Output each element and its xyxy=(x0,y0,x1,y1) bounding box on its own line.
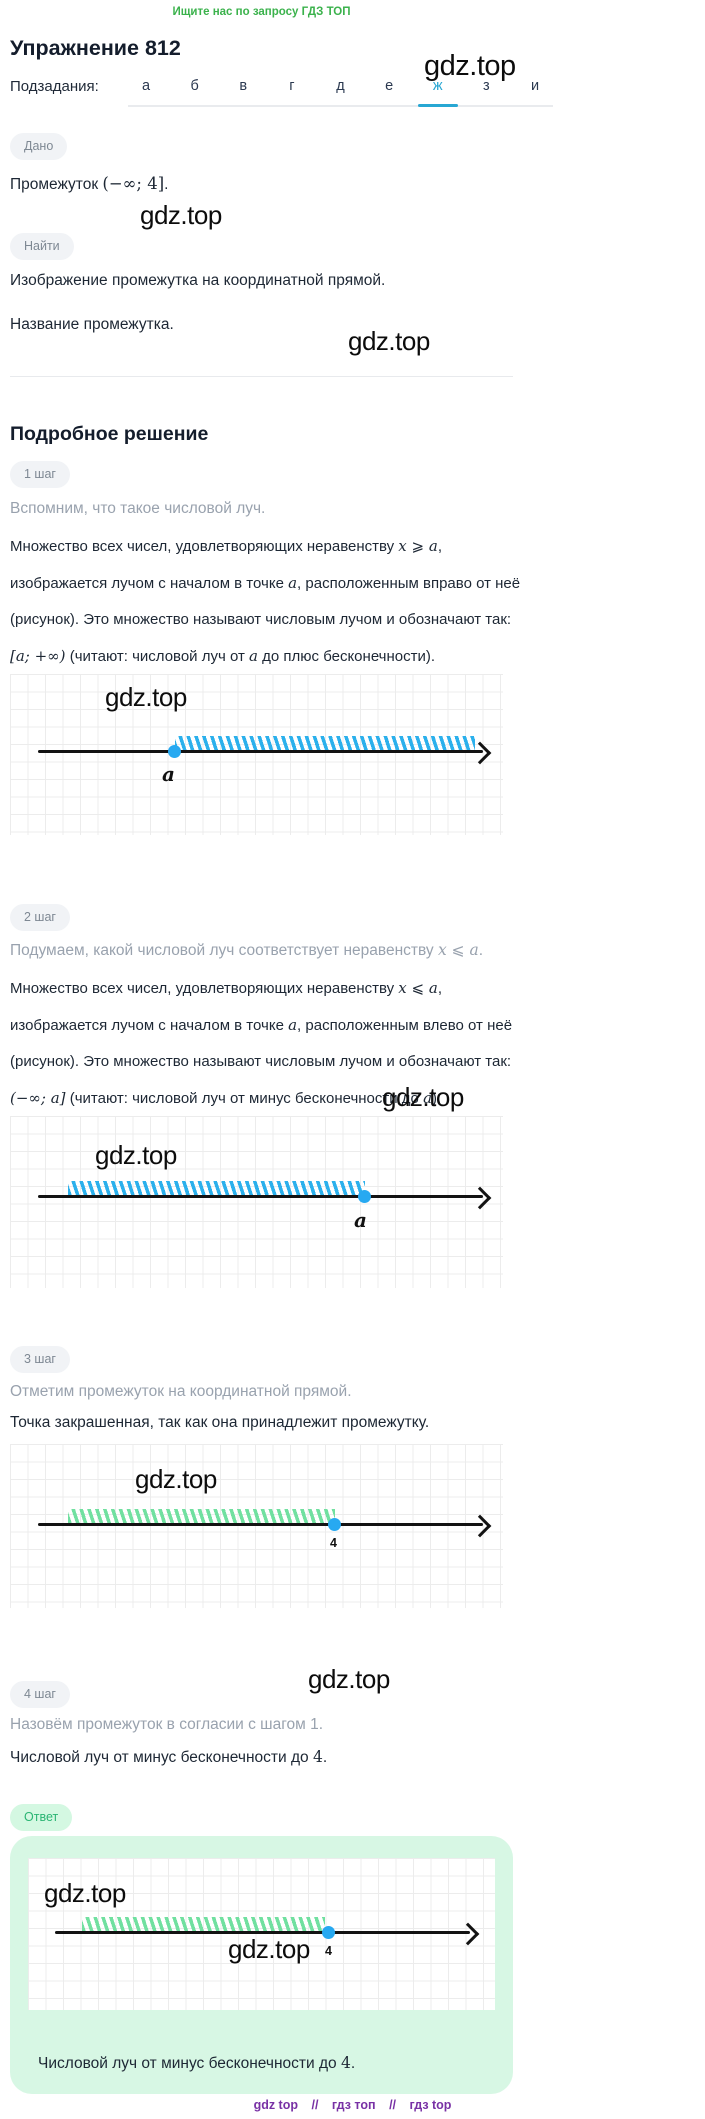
number-line-figure-answer: gdz.top gdz.top 4 xyxy=(28,1858,495,2010)
watermark: gdz.top xyxy=(44,1878,126,1908)
step2-badge: 2 шаг xyxy=(10,904,70,931)
point-dot xyxy=(168,745,181,758)
step4-badge: 4 шаг xyxy=(10,1681,70,1708)
step3-badge: 3 шаг xyxy=(10,1346,70,1373)
find-badge: Найти xyxy=(10,233,74,260)
point-dot xyxy=(358,1190,371,1203)
number-line-figure-step3: gdz.top 4 xyxy=(10,1444,503,1608)
arrow-right-icon xyxy=(456,1922,480,1946)
footer-links: gdz top // гдз топ // гдз top xyxy=(0,2098,705,2112)
step2-hint: Подумаем, какой числовой луч соответству… xyxy=(10,941,484,959)
subtask-tabs-row: Подзадания: а б в г д е ж з и xyxy=(10,78,553,107)
section-divider xyxy=(10,376,513,377)
given-text: Промежуток (−∞; 4]. xyxy=(10,174,169,193)
watermark: gdz.top xyxy=(140,200,222,230)
page-title: Упражнение 812 xyxy=(10,36,181,61)
subtask-tab-zh-active[interactable]: ж xyxy=(417,78,458,107)
ray-hatching-right xyxy=(175,736,475,750)
answer-box: gdz.top gdz.top 4 Числовой луч от минус … xyxy=(10,1836,513,2094)
step3-hint: Отметим промежуток на координатной прямо… xyxy=(10,1383,352,1400)
watermark: gdz.top xyxy=(135,1464,217,1494)
given-interval: (−∞; 4] xyxy=(102,174,165,193)
point-label: 4 xyxy=(325,1944,332,1958)
promo-link[interactable]: Ищите нас по запросу ГДЗ ТОП xyxy=(172,6,351,18)
watermark: gdz.top xyxy=(348,326,430,356)
subtasks-label: Подзадания: xyxy=(10,78,99,95)
watermark: gdz.top xyxy=(105,682,187,712)
footer-separator: // xyxy=(389,2098,397,2112)
subtask-tab-d[interactable]: д xyxy=(336,78,345,94)
footer-link-gdz-top-mixed[interactable]: гдз top xyxy=(409,2098,452,2112)
number-line-figure-step1: gdz.top a xyxy=(10,674,503,835)
step1-badge: 1 шаг xyxy=(10,461,70,488)
subtask-tab-a[interactable]: а xyxy=(141,78,151,94)
watermark: gdz.top xyxy=(382,1082,464,1112)
footer-link-gdz-top-cyr[interactable]: гдз топ xyxy=(331,2098,376,2112)
footer-separator: // xyxy=(311,2098,319,2112)
arrow-right-icon xyxy=(468,1514,492,1538)
footer-link-gdz-top[interactable]: gdz top xyxy=(253,2098,298,2112)
number-line xyxy=(38,1195,483,1198)
ray-hatching-left xyxy=(68,1509,335,1523)
point-label: a xyxy=(162,762,175,786)
find-line-1: Изображение промежутка на координатной п… xyxy=(10,272,386,289)
step2-paragraph: Множество всех чисел, удовлетворяющих не… xyxy=(10,979,513,1107)
ray-hatching-left xyxy=(82,1917,325,1931)
step3-body: Точка закрашенная, так как она принадлеж… xyxy=(10,1414,430,1431)
watermark: gdz.top xyxy=(95,1140,177,1170)
find-line-2: Название промежутка. xyxy=(10,316,174,333)
number-line xyxy=(38,750,483,753)
watermark: gdz.top xyxy=(228,1934,310,1964)
answer-text: Числовой луч от минус бесконечности до 4… xyxy=(38,2054,356,2072)
number-line xyxy=(55,1931,470,1934)
subtask-tab-i[interactable]: и xyxy=(530,78,540,94)
point-label: 4 xyxy=(330,1536,337,1550)
subtask-tab-z[interactable]: з xyxy=(483,78,490,94)
point-label: a xyxy=(354,1208,367,1232)
subtask-tab-b[interactable]: б xyxy=(190,78,199,94)
point-dot xyxy=(328,1518,341,1531)
number-line-figure-step2: gdz.top a xyxy=(10,1116,503,1288)
ray-hatching-left xyxy=(68,1181,365,1195)
subtask-tabs: а б в г д е ж з и xyxy=(128,78,553,107)
step4-body: Числовой луч от минус бесконечности до 4… xyxy=(10,1748,328,1766)
arrow-right-icon xyxy=(468,1186,492,1210)
answer-badge: Ответ xyxy=(10,1804,73,1831)
solution-title: Подробное решение xyxy=(10,423,209,446)
subtask-tab-v[interactable]: в xyxy=(239,78,248,94)
number-line xyxy=(38,1523,483,1526)
watermark: gdz.top xyxy=(308,1664,390,1694)
step1-paragraph: Множество всех чисел, удовлетворяющих не… xyxy=(10,537,521,665)
subtask-tab-g[interactable]: г xyxy=(289,78,295,94)
watermark: gdz.top xyxy=(424,50,516,82)
given-badge: Дано xyxy=(10,133,68,160)
step1-hint: Вспомним, что такое числовой луч. xyxy=(10,500,266,517)
step4-hint: Назовём промежуток в согласии с шагом 1. xyxy=(10,1716,324,1733)
point-dot xyxy=(322,1926,335,1939)
subtask-tab-e[interactable]: е xyxy=(385,78,394,94)
